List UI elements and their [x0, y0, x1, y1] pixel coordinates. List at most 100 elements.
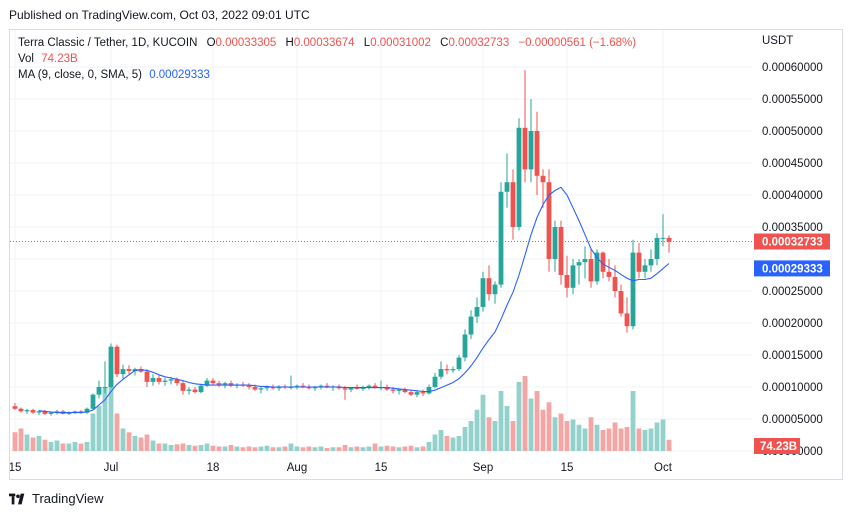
volume-bar — [576, 424, 582, 451]
legend-open: 0.00033305 — [215, 37, 277, 49]
candle-body — [108, 346, 114, 387]
volume-bar — [228, 445, 234, 451]
tradingview-logo-icon — [9, 493, 25, 504]
volume-bar — [234, 446, 240, 451]
candle-body — [504, 182, 510, 192]
candle-body — [66, 412, 72, 414]
price-chart[interactable]: 0.00060000 0.00055000 0.00050000 0.00045000… — [10, 30, 843, 480]
candle-body — [222, 383, 228, 385]
x-tick-label: 15 — [561, 462, 574, 474]
candle-body — [510, 182, 516, 227]
chart-frame[interactable]: 0.00060000 0.00055000 0.00050000 0.00045000… — [9, 29, 843, 480]
candle-body — [216, 383, 222, 385]
candle-body — [390, 389, 396, 391]
candle-body — [168, 379, 174, 381]
volume-bar — [300, 447, 306, 451]
candle-body — [162, 380, 168, 382]
published-line: Published on TradingView.com, Oct 03, 20… — [9, 8, 310, 22]
y-tick-label: 0.00050000 — [762, 126, 823, 138]
candle-body — [252, 387, 258, 390]
candle-body — [72, 411, 78, 413]
candle-body — [36, 411, 42, 413]
volume-bar — [282, 446, 288, 451]
volume-bar — [432, 434, 438, 451]
volume-bar — [504, 406, 510, 451]
volume-bar — [150, 440, 156, 451]
legend-ma-row: MA (9, close, 0, SMA, 5) 0.00029333 — [18, 67, 636, 83]
tradingview-logo[interactable]: TradingView — [9, 491, 104, 506]
candle-body — [444, 369, 450, 371]
volume-bar — [582, 428, 588, 451]
volume-bar — [36, 436, 42, 451]
volume-bar — [492, 421, 498, 451]
volume-bar — [474, 409, 480, 451]
candle-body — [630, 252, 636, 327]
volume-bar — [318, 446, 324, 451]
volume-bar — [168, 445, 174, 451]
candle-body — [456, 357, 462, 370]
candle-body — [552, 227, 558, 259]
volume-bar — [12, 432, 18, 451]
candle-body — [228, 383, 234, 386]
legend-volume-row: Vol 74.23B — [18, 51, 636, 67]
volume-bar — [132, 436, 138, 451]
candle-body — [156, 378, 162, 382]
volume-bar — [450, 437, 456, 451]
volume-bar — [444, 436, 450, 451]
volume-bar — [216, 446, 222, 451]
volume-bar — [534, 391, 540, 451]
volume-bar — [624, 427, 630, 451]
x-tick-label: 15 — [10, 462, 21, 474]
x-tick-label: Sep — [473, 462, 493, 474]
candle-body — [144, 371, 150, 382]
candle-body — [120, 369, 126, 375]
y-tick-label: 0.00015000 — [762, 350, 823, 362]
volume-bar — [324, 448, 330, 451]
candle-body — [384, 387, 390, 390]
volume-bar — [480, 394, 486, 451]
volume-bar — [558, 413, 564, 451]
ma-badge-bg — [754, 260, 830, 277]
volume-bar — [84, 442, 90, 451]
volume-bar — [270, 447, 276, 451]
legend-change: −0.00000561 (−1.68%) — [518, 37, 637, 49]
volume-badge-bg — [754, 438, 800, 454]
candle-body — [570, 265, 576, 288]
candle-body — [366, 385, 372, 387]
y-tick-label: 0.00045000 — [762, 158, 823, 170]
legend-low-key: L — [363, 37, 371, 49]
volume-bar — [276, 447, 282, 451]
volume-bar — [66, 443, 72, 451]
candle-body — [138, 369, 144, 372]
volume-bar — [522, 376, 528, 451]
volume-bar — [660, 419, 666, 451]
candle-body — [54, 411, 60, 413]
volume-bar — [360, 447, 366, 451]
candle-body — [312, 387, 318, 389]
volume-bar — [78, 443, 84, 451]
candle-body — [348, 387, 354, 390]
x-tick-label: Oct — [654, 462, 673, 474]
legend-close: 0.00032733 — [448, 37, 510, 49]
candle-body — [402, 389, 408, 393]
volume-bar — [606, 428, 612, 451]
volume-bar — [306, 446, 312, 451]
legend-ohlc-row: Terra Classic / Tether, 1D, KUCOIN O0.00… — [18, 35, 636, 51]
volume-badge: 74.23B — [760, 441, 797, 453]
ma-badge: 0.00029333 — [762, 263, 823, 275]
volume-bar — [102, 387, 108, 451]
volume-bar — [666, 439, 672, 451]
volume-bar — [60, 443, 66, 451]
volume-bar — [258, 446, 264, 451]
volume-bar — [336, 447, 342, 451]
volume-bar — [240, 447, 246, 451]
candle-body — [372, 385, 378, 389]
candle-body — [426, 387, 432, 394]
candle-body — [126, 369, 132, 371]
volume-bar — [642, 430, 648, 451]
volume-bar — [390, 446, 396, 451]
volume-bar — [330, 447, 336, 451]
volume-bar — [294, 446, 300, 451]
volume-bar — [510, 421, 516, 451]
volume-bar — [516, 382, 522, 451]
